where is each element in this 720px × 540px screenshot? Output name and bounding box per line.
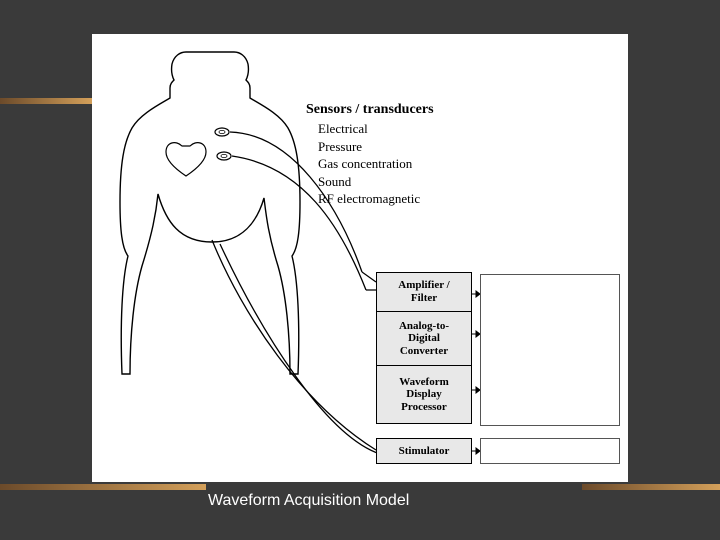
processing-chain: Amplifier / Filter Analog-to- Digital Co…: [376, 272, 472, 424]
input-bracket: [362, 272, 376, 290]
accent-bar-left-top: [0, 98, 92, 104]
stimulator-output-panel: [480, 438, 620, 464]
body-outline: [120, 52, 300, 374]
sensor-item: Gas concentration: [318, 155, 434, 173]
sensors-title: Sensors / transducers: [306, 102, 434, 118]
sensors-block: Sensors / transducers Electrical Pressur…: [306, 102, 434, 208]
stimulator-box: Stimulator: [376, 438, 472, 464]
adc-box: Analog-to- Digital Converter: [376, 312, 472, 366]
accent-bar-right-bottom: [582, 484, 720, 490]
sensor-item: Pressure: [318, 138, 434, 156]
sensor-item: RF electromagnetic: [318, 190, 434, 208]
waveform-display-box: Waveform Display Processor: [376, 366, 472, 424]
waveform-display-panel: [480, 274, 620, 426]
electrode-1: [215, 128, 229, 136]
slide-container: Sensors / transducers Electrical Pressur…: [0, 0, 720, 540]
sensor-item: Sound: [318, 173, 434, 191]
sensors-list: Electrical Pressure Gas concentration So…: [306, 120, 434, 208]
sensor-item: Electrical: [318, 120, 434, 138]
amplifier-filter-box: Amplifier / Filter: [376, 272, 472, 312]
figure-caption: Waveform Acquisition Model: [208, 492, 409, 510]
accent-bar-left-bottom: [0, 484, 206, 490]
electrode-2: [217, 152, 231, 160]
heart-icon: [166, 143, 206, 176]
diagram-figure: Sensors / transducers Electrical Pressur…: [92, 34, 628, 482]
connector-arrows: [472, 291, 480, 454]
